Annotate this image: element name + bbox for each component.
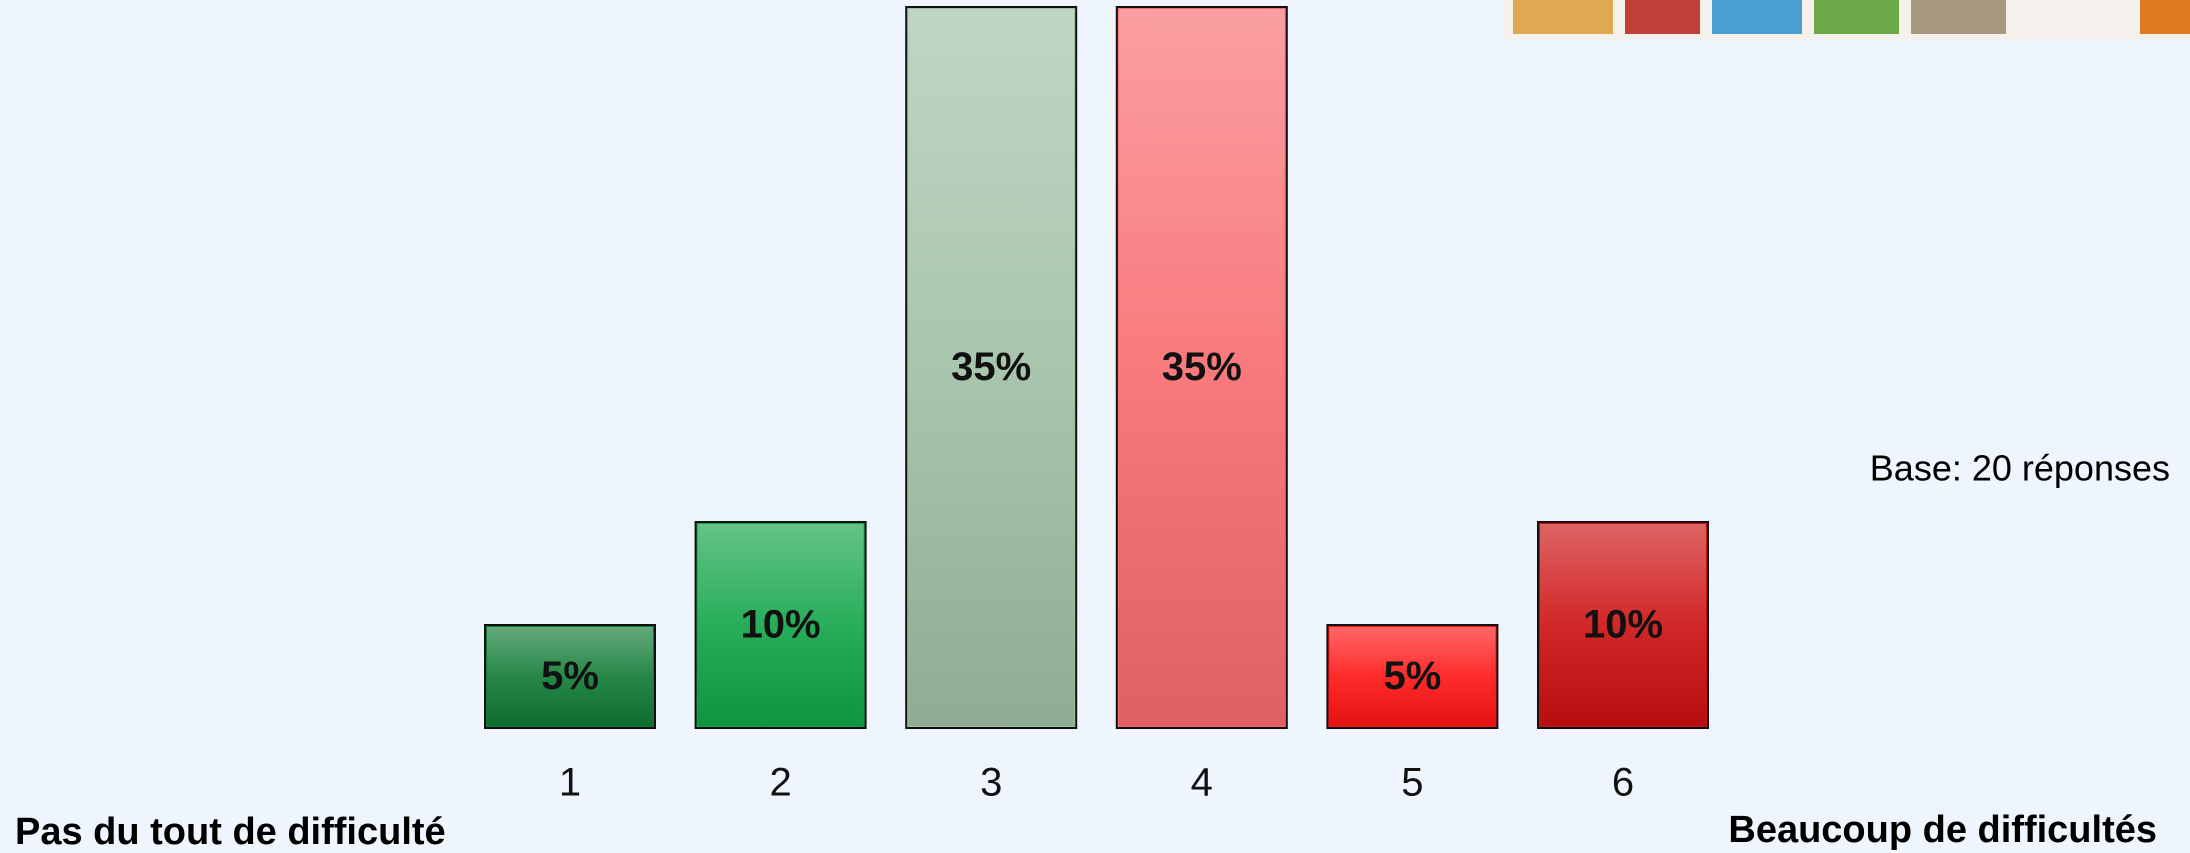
corner-photo [1503,0,2190,40]
x-tick-label: 6 [1612,761,1634,805]
value-label: 35% [1162,345,1242,389]
bar-bevel [697,524,864,726]
x-tick-label: 4 [1191,761,1213,805]
bar-bevel [487,627,653,726]
value-label: 5% [541,654,599,698]
x-tick-label: 2 [769,761,791,805]
x-tick-label: 5 [1401,761,1423,805]
base-note: Base: 20 réponses [1870,448,2170,489]
bar-bevel [1118,9,1285,726]
value-label: 35% [951,345,1031,389]
x-tick-label: 3 [980,761,1002,805]
bar-bevel [1329,627,1496,726]
bar-bevel [1540,524,1706,726]
left-annotation: Pas du tout de difficulté [15,811,446,853]
right-annotation: Beaucoup de difficultés [1728,809,2157,851]
value-label: 5% [1383,654,1441,698]
x-tick-label: 1 [559,761,581,805]
bar-bevel [908,9,1075,726]
value-label: 10% [741,603,821,647]
value-label: 10% [1583,603,1663,647]
